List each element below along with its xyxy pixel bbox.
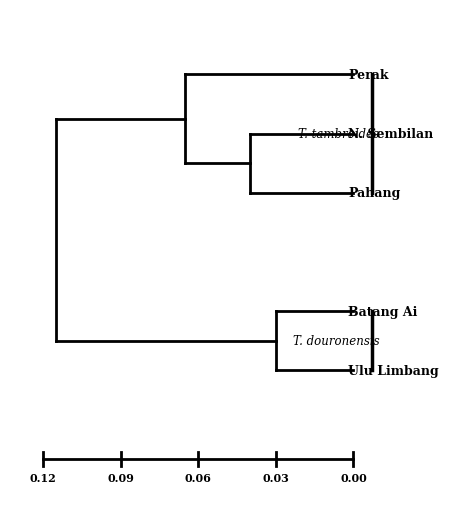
Text: 0.09: 0.09	[107, 473, 134, 483]
Text: Ulu Limbang: Ulu Limbang	[348, 364, 439, 377]
Text: T. tambroides: T. tambroides	[298, 128, 379, 141]
Text: 0.12: 0.12	[29, 473, 56, 483]
Text: 0.03: 0.03	[263, 473, 289, 483]
Text: Pahang: Pahang	[348, 187, 401, 200]
Text: T. douronensis: T. douronensis	[292, 335, 379, 347]
Text: Perak: Perak	[348, 69, 389, 82]
Text: 0.00: 0.00	[340, 473, 367, 483]
Text: N. Sembilan: N. Sembilan	[348, 128, 434, 141]
Text: 0.06: 0.06	[185, 473, 211, 483]
Text: Batang Ai: Batang Ai	[348, 305, 418, 318]
